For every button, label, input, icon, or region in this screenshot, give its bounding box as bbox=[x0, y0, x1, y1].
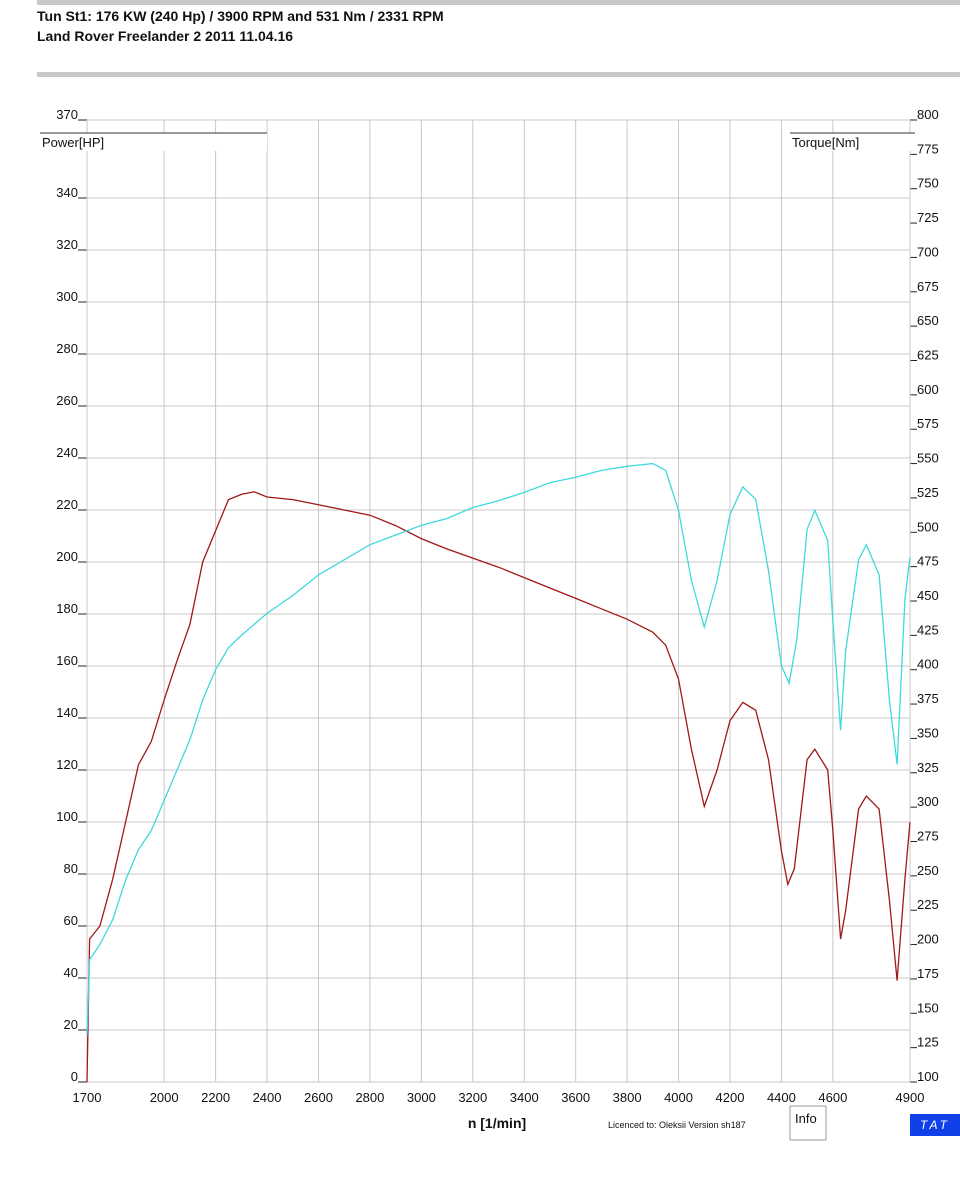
y-tick-label: 140 bbox=[56, 705, 78, 720]
y2-tick-label: 600 bbox=[917, 382, 939, 397]
y2-tick-label: 725 bbox=[917, 210, 939, 225]
info-button[interactable] bbox=[789, 1105, 827, 1141]
y-tick-label: 60 bbox=[64, 913, 78, 928]
y-tick-label: 20 bbox=[64, 1017, 78, 1032]
y2-tick-label: 225 bbox=[917, 897, 939, 912]
y-axis-label: Power[HP] bbox=[42, 135, 104, 150]
y-tick-label: 300 bbox=[56, 289, 78, 304]
y-tick-label: 40 bbox=[64, 965, 78, 980]
series-line bbox=[86, 491, 911, 1083]
y2-tick-label: 175 bbox=[917, 966, 939, 981]
y2-label-box bbox=[790, 133, 915, 151]
chart-title: Tun St1: 176 KW (240 Hp) / 3900 RPM and … bbox=[37, 8, 444, 24]
series-line bbox=[86, 462, 911, 1036]
x-tick-label: 3200 bbox=[458, 1090, 487, 1105]
y-tick-label: 260 bbox=[56, 393, 78, 408]
x-tick-label: 2200 bbox=[201, 1090, 230, 1105]
y-tick-label: 280 bbox=[56, 341, 78, 356]
x-tick-label: 2600 bbox=[304, 1090, 333, 1105]
x-tick-label: 4600 bbox=[818, 1090, 847, 1105]
y-tick-label: 320 bbox=[56, 237, 78, 252]
y2-tick-label: 675 bbox=[917, 279, 939, 294]
y2-tick-label: 650 bbox=[917, 313, 939, 328]
y2-tick-label: 750 bbox=[917, 176, 939, 191]
y-tick-label: 180 bbox=[56, 601, 78, 616]
chart-subtitle: Land Rover Freelander 2 2011 11.04.16 bbox=[37, 28, 293, 44]
y2-tick-label: 475 bbox=[917, 554, 939, 569]
y2-tick-label: 450 bbox=[917, 588, 939, 603]
x-axis-label: n [1/min] bbox=[468, 1115, 526, 1131]
y2-tick-label: 250 bbox=[917, 863, 939, 878]
y2-tick-label: 800 bbox=[917, 107, 939, 122]
y-tick-label: 0 bbox=[71, 1069, 78, 1084]
x-tick-label: 4000 bbox=[664, 1090, 693, 1105]
x-tick-label: 4400 bbox=[767, 1090, 796, 1105]
y-tick-label: 100 bbox=[56, 809, 78, 824]
y-label-box bbox=[40, 133, 267, 151]
separator-bar bbox=[37, 72, 960, 77]
y2-tick-label: 575 bbox=[917, 416, 939, 431]
y-tick-label: 370 bbox=[56, 107, 78, 122]
top-bar bbox=[37, 0, 960, 5]
logo-text: TAT bbox=[920, 1118, 950, 1132]
y2-tick-label: 200 bbox=[917, 932, 939, 947]
grid: 0 20 40 60 80 100 120 140 160 180 200 220 240 260 280 3… bbox=[56, 107, 938, 1105]
y2-tick-label: 625 bbox=[917, 348, 939, 363]
y2-tick-label: 550 bbox=[917, 451, 939, 466]
y-tick-label: 220 bbox=[56, 497, 78, 512]
y2-tick-label: 525 bbox=[917, 485, 939, 500]
y2-tick-label: 425 bbox=[917, 622, 939, 637]
y-tick-label: 80 bbox=[64, 861, 78, 876]
x-tick-label: 3000 bbox=[407, 1090, 436, 1105]
info-label: Info bbox=[795, 1111, 817, 1126]
y2-tick-label: 150 bbox=[917, 1000, 939, 1015]
x-tick-label: 2400 bbox=[253, 1090, 282, 1105]
y-tick-label: 120 bbox=[56, 757, 78, 772]
y2-tick-label: 500 bbox=[917, 519, 939, 534]
x-tick-label: 2800 bbox=[355, 1090, 384, 1105]
x-tick-label: 3400 bbox=[510, 1090, 539, 1105]
y2-tick-label: 350 bbox=[917, 725, 939, 740]
x-tick-label: 3800 bbox=[613, 1090, 642, 1105]
x-tick-label: 1700 bbox=[73, 1090, 102, 1105]
x-tick-label: 2000 bbox=[150, 1090, 179, 1105]
y-tick-label: 240 bbox=[56, 445, 78, 460]
licence-text: Licenced to: Oleksii Version sh187 bbox=[608, 1120, 746, 1130]
y2-tick-label: 375 bbox=[917, 691, 939, 706]
x-tick-label: 4900 bbox=[896, 1090, 925, 1105]
plot bbox=[86, 462, 911, 1083]
y2-axis-label: Torque[Nm] bbox=[792, 135, 859, 150]
y-tick-label: 160 bbox=[56, 653, 78, 668]
y2-tick-label: 100 bbox=[917, 1069, 939, 1084]
y2-tick-label: 125 bbox=[917, 1035, 939, 1050]
x-tick-label: 3600 bbox=[561, 1090, 590, 1105]
y2-tick-label: 700 bbox=[917, 244, 939, 259]
y-tick-label: 340 bbox=[56, 185, 78, 200]
logo-box bbox=[910, 1114, 960, 1136]
x-tick-label: 4200 bbox=[716, 1090, 745, 1105]
y2-tick-label: 775 bbox=[917, 141, 939, 156]
y2-tick-label: 275 bbox=[917, 829, 939, 844]
y2-tick-label: 325 bbox=[917, 760, 939, 775]
y2-tick-label: 400 bbox=[917, 657, 939, 672]
y2-tick-label: 300 bbox=[917, 794, 939, 809]
y-tick-label: 200 bbox=[56, 549, 78, 564]
